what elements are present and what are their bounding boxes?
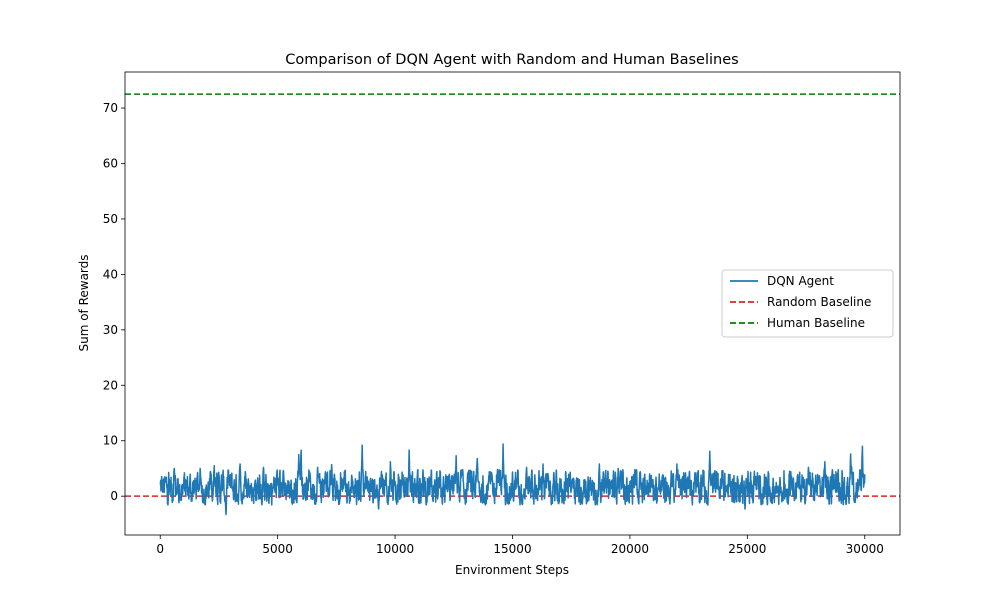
legend-box [721, 269, 894, 338]
x-tick-label: 10000 [376, 542, 414, 556]
y-tick-label: 0 [110, 489, 118, 503]
y-tick-label: 50 [103, 212, 118, 226]
dqn-agent-line [159, 443, 866, 516]
x-axis-label: Environment Steps [455, 563, 569, 577]
legend: DQN Agent Random Baseline Human Baseline [721, 269, 894, 338]
y-tick-label: 30 [103, 323, 118, 337]
axes-layer: 0 5000 10000 15000 20000 25000 30000 0 10 20 30 40 5… [103, 71, 901, 556]
y-tick-label: 60 [103, 156, 118, 170]
legend-label-3: Human Baseline [767, 316, 865, 330]
chart-title: Comparison of DQN Agent with Random and … [285, 52, 738, 68]
y-tick-label: 20 [103, 378, 118, 392]
plot-data-layer [125, 93, 900, 516]
y-tick-label: 40 [103, 267, 118, 281]
x-tick-label: 15000 [493, 542, 531, 556]
legend-label-2: Random Baseline [767, 295, 871, 309]
y-tick-label: 70 [103, 101, 118, 115]
x-tick-label: 5000 [262, 542, 293, 556]
y-axis-label: Sum of Rewards [77, 254, 91, 351]
legend-label-1: DQN Agent [767, 274, 834, 288]
x-tick-label: 0 [156, 542, 164, 556]
y-tick-label: 10 [103, 434, 118, 448]
x-tick-label: 25000 [728, 542, 766, 556]
x-tick-label: 30000 [846, 542, 884, 556]
x-tick-label: 20000 [611, 542, 649, 556]
